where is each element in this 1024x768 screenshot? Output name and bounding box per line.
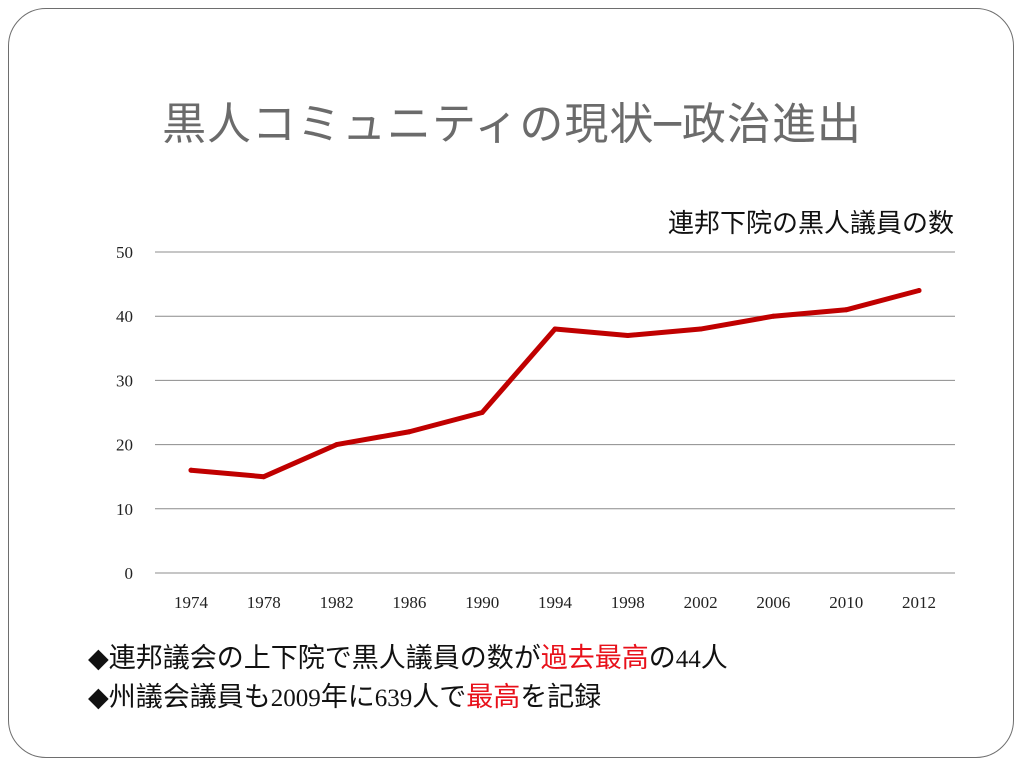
year-value: 2009 [270,685,321,712]
data-point [770,313,776,319]
data-point [698,326,704,332]
chart-title: 連邦下院の黒人議員の数 [668,209,954,239]
number-value: 639 [374,685,413,712]
bullet-list: ◆連邦議会の上下院で黒人議員の数が過去最高の44人 ◆州議会議員も2009年に6… [88,640,728,718]
x-tick-label: 2012 [902,593,936,612]
y-tick-label: 40 [116,307,133,326]
highlight-text: 最高 [466,682,521,713]
slide-title: 黒人コミュニティの現状─政治進出 [162,99,862,150]
x-tick-label: 1990 [465,593,499,612]
number-value: 44 [675,646,701,673]
data-point [916,288,922,294]
x-tick-label: 1982 [320,593,354,612]
data-point [479,410,485,415]
diamond-icon: ◆ [88,682,109,713]
data-point [334,442,340,448]
bullet-text: の [648,643,676,674]
bullet-text: 人 [700,643,728,674]
gridlines [155,251,955,574]
bullet-text: 人で [412,682,467,713]
x-tick-label: 1974 [174,593,209,612]
diamond-icon: ◆ [88,643,109,674]
y-tick-label: 0 [125,564,134,583]
data-point [625,332,631,338]
highlight-text: 過去最高 [540,643,649,674]
data-point [188,467,194,473]
y-axis-ticks: 0 10 20 30 40 50 [116,243,133,583]
bullet-text: 連邦議会の上下院で黒人議員の数が [108,643,541,674]
x-tick-label: 1986 [392,593,426,612]
bullet-item-1: ◆連邦議会の上下院で黒人議員の数が過去最高の44人 [88,640,728,679]
data-point [843,307,849,313]
y-tick-label: 10 [116,500,133,519]
series-line [188,288,922,480]
bullet-text: 州議会議員も [108,682,271,713]
x-tick-label: 1994 [538,593,573,612]
series-layer [188,288,922,480]
bullet-text: を記録 [520,682,602,713]
line-chart: 連邦下院の黒人議員の数 0 10 20 30 40 50 1974 1978 1982 1986… [116,209,955,612]
bullet-item-2: ◆州議会議員も2009年に639人で最高を記録 [88,679,728,718]
bullet-text: 年に [320,682,375,713]
x-axis-ticks: 1974 1978 1982 1986 1990 1994 1998 2002 2006 2010… [174,593,936,612]
x-tick-label: 2010 [829,593,863,612]
data-point [261,474,267,480]
y-tick-label: 50 [116,243,133,262]
data-point [406,429,412,435]
x-tick-label: 1998 [611,593,645,612]
y-tick-label: 30 [116,371,133,390]
x-tick-label: 1978 [247,593,281,612]
x-tick-label: 2006 [756,593,790,612]
data-point [552,326,558,332]
y-tick-label: 20 [116,436,133,455]
x-tick-label: 2002 [684,593,718,612]
